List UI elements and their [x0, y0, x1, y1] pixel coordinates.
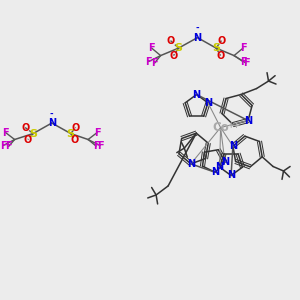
Text: N: N [216, 162, 224, 172]
Text: F: F [5, 141, 12, 152]
Text: N: N [194, 33, 202, 43]
Text: S: S [29, 128, 37, 139]
Text: N: N [187, 159, 195, 169]
Text: O: O [72, 122, 80, 133]
Text: F: F [240, 57, 246, 67]
Text: F: F [151, 58, 158, 68]
Text: O: O [169, 51, 178, 61]
Text: F: F [148, 43, 155, 53]
Text: O: O [167, 36, 175, 46]
Text: -: - [50, 110, 54, 118]
Text: F: F [2, 128, 9, 138]
Text: F: F [145, 57, 152, 67]
Text: ++: ++ [227, 121, 239, 130]
Text: N: N [211, 167, 219, 177]
Text: N: N [229, 141, 237, 151]
Text: O: O [217, 36, 226, 46]
Text: N: N [193, 89, 201, 100]
Text: F: F [240, 43, 246, 53]
Text: F: F [0, 140, 7, 151]
Text: N: N [221, 157, 229, 167]
Text: S: S [175, 43, 183, 53]
Text: O: O [24, 134, 32, 145]
Text: N: N [48, 118, 56, 128]
Text: N: N [204, 98, 212, 108]
Text: F: F [243, 58, 249, 68]
Text: O: O [21, 122, 29, 133]
Text: O: O [70, 134, 79, 145]
Text: S: S [67, 128, 75, 139]
Text: O: O [216, 51, 225, 61]
Text: Co: Co [212, 121, 229, 134]
Text: F: F [94, 128, 101, 138]
Text: N: N [227, 170, 235, 181]
Text: N: N [244, 116, 252, 126]
Text: F: F [93, 141, 100, 151]
Text: -: - [196, 24, 199, 33]
Text: F: F [97, 140, 104, 151]
Text: S: S [212, 43, 220, 53]
